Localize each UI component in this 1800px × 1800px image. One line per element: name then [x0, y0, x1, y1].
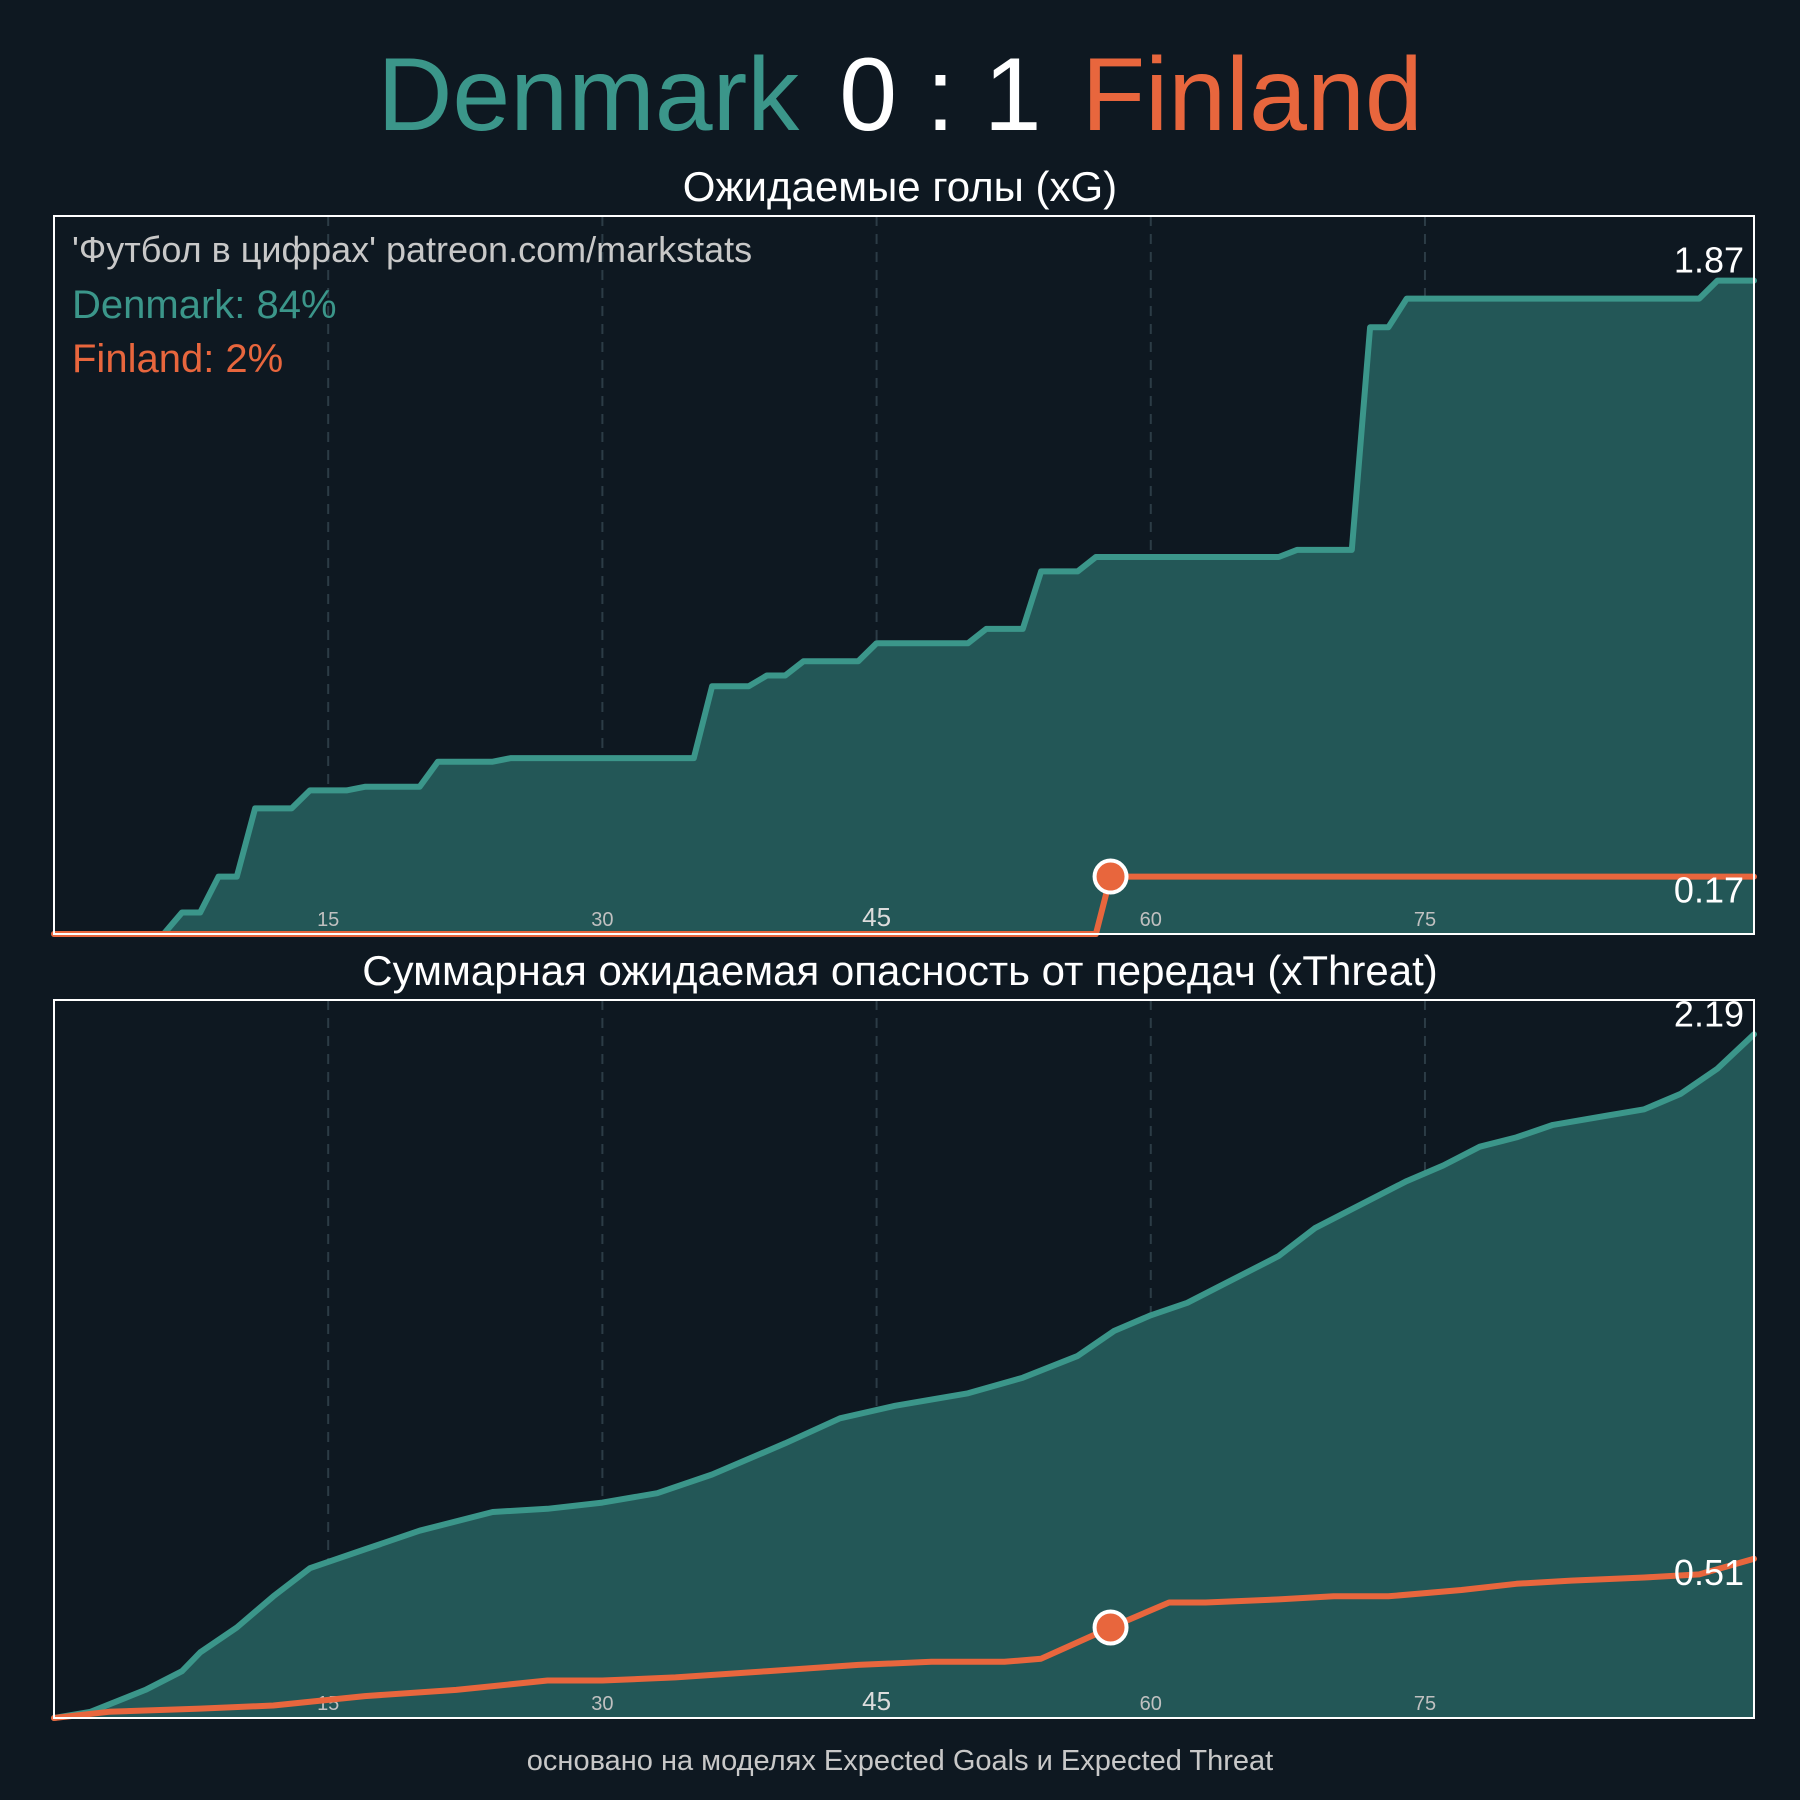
away-team-name: Finland [1081, 37, 1423, 153]
xthreat-chart-title: Суммарная ожидаемая опасность от передач… [362, 947, 1438, 994]
xg-home-final-label: 1.87 [1674, 240, 1744, 281]
xg-xtick-label: 60 [1140, 909, 1162, 931]
xg-xtick-label: 45 [862, 902, 891, 932]
match-score: 0 : 1 [839, 37, 1042, 153]
xg-xtick-label: 75 [1414, 909, 1436, 931]
footer-note: основано на моделях Expected Goals и Exp… [526, 1745, 1274, 1777]
xg-xtick-label: 30 [591, 909, 613, 931]
xthreat-xtick-label: 60 [1140, 1693, 1162, 1715]
xthreat-away-line [51, 1555, 1757, 1721]
xg-chart-title: Ожидаемые голы (xG) [682, 163, 1118, 210]
xthreat-home-final-label: 2.19 [1674, 993, 1744, 1034]
xg-away-final-label: 0.17 [1674, 870, 1744, 911]
watermark-text: 'Футбол в цифрах' patreon.com/markstats [72, 229, 752, 270]
legend-home: Denmark: 84% [72, 283, 337, 327]
xg-frame [53, 215, 1755, 935]
xthreat-xtick-label: 75 [1414, 1693, 1436, 1715]
home-team-name: Denmark [377, 37, 800, 153]
xthreat-xtick-label: 45 [862, 1686, 891, 1716]
xg-home-area [54, 280, 1754, 935]
match-header: Denmark 0 : 1 Finland [0, 30, 1800, 160]
xthreat-home-line [51, 1031, 1757, 1721]
xthreat-xtick-label: 30 [591, 1693, 613, 1715]
xg-goal-marker [1092, 858, 1129, 895]
legend-away: Finland: 2% [72, 337, 283, 381]
xthreat-away-final-label: 0.51 [1674, 1552, 1744, 1593]
xthreat-frame [53, 999, 1755, 1719]
xg-xtick-label: 15 [317, 909, 339, 931]
xthreat-home-area [54, 1034, 1754, 1718]
xg-home-line [51, 277, 1757, 937]
xthreat-goal-marker [1092, 1609, 1129, 1646]
